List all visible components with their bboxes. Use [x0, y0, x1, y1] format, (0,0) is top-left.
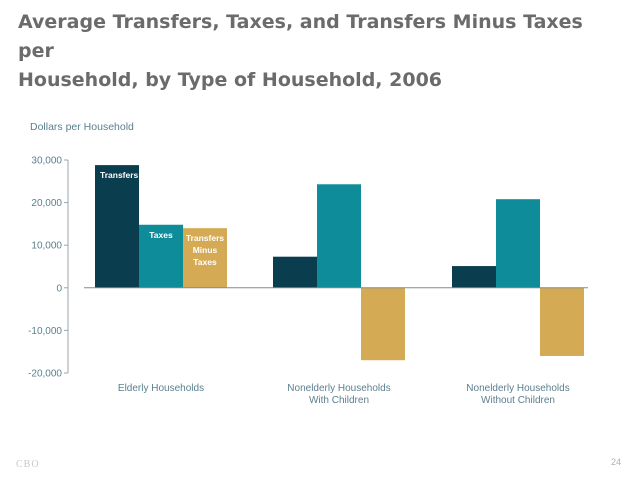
bar-transfers [273, 256, 317, 288]
x-category-label: Nonelderly Households [287, 383, 390, 394]
cbo-logo: CBO [16, 459, 40, 470]
x-category-label: Elderly Households [118, 383, 204, 394]
y-axis-label: Dollars per Household [30, 121, 134, 133]
series-label: Taxes [193, 257, 217, 267]
series-label: Taxes [149, 230, 173, 240]
bar-transfers [95, 165, 139, 288]
bar-transfers-minus-taxes [540, 287, 584, 356]
slide-title-line-2: Household, by Type of Household, 2006 [18, 69, 443, 91]
x-category-label: Without Children [481, 395, 555, 406]
x-category-label: With Children [309, 395, 369, 406]
y-tick-label: -20,000 [28, 369, 62, 380]
bar-taxes [317, 184, 361, 288]
series-label: Minus [193, 245, 218, 255]
y-tick-label: 0 [56, 283, 62, 294]
page-number: 24 [611, 457, 622, 467]
slide-title-line-1: Average Transfers, Taxes, and Transfers … [18, 11, 583, 62]
y-tick-label: 20,000 [31, 198, 62, 209]
y-tick-label: -10,000 [28, 326, 62, 337]
bar-taxes [139, 224, 183, 288]
bar-transfers-minus-taxes [183, 228, 227, 288]
slide-title: Average Transfers, Taxes, and Transfers … [18, 8, 618, 95]
y-tick-label: 10,000 [31, 241, 62, 252]
y-tick-label: 30,000 [31, 156, 62, 167]
bar-taxes [496, 199, 540, 288]
bar-transfers [452, 266, 496, 288]
bar-transfers-minus-taxes [361, 287, 405, 361]
x-category-label: Nonelderly Households [466, 383, 569, 394]
series-label: Transfers [186, 233, 225, 243]
series-label: Transfers [100, 170, 139, 180]
